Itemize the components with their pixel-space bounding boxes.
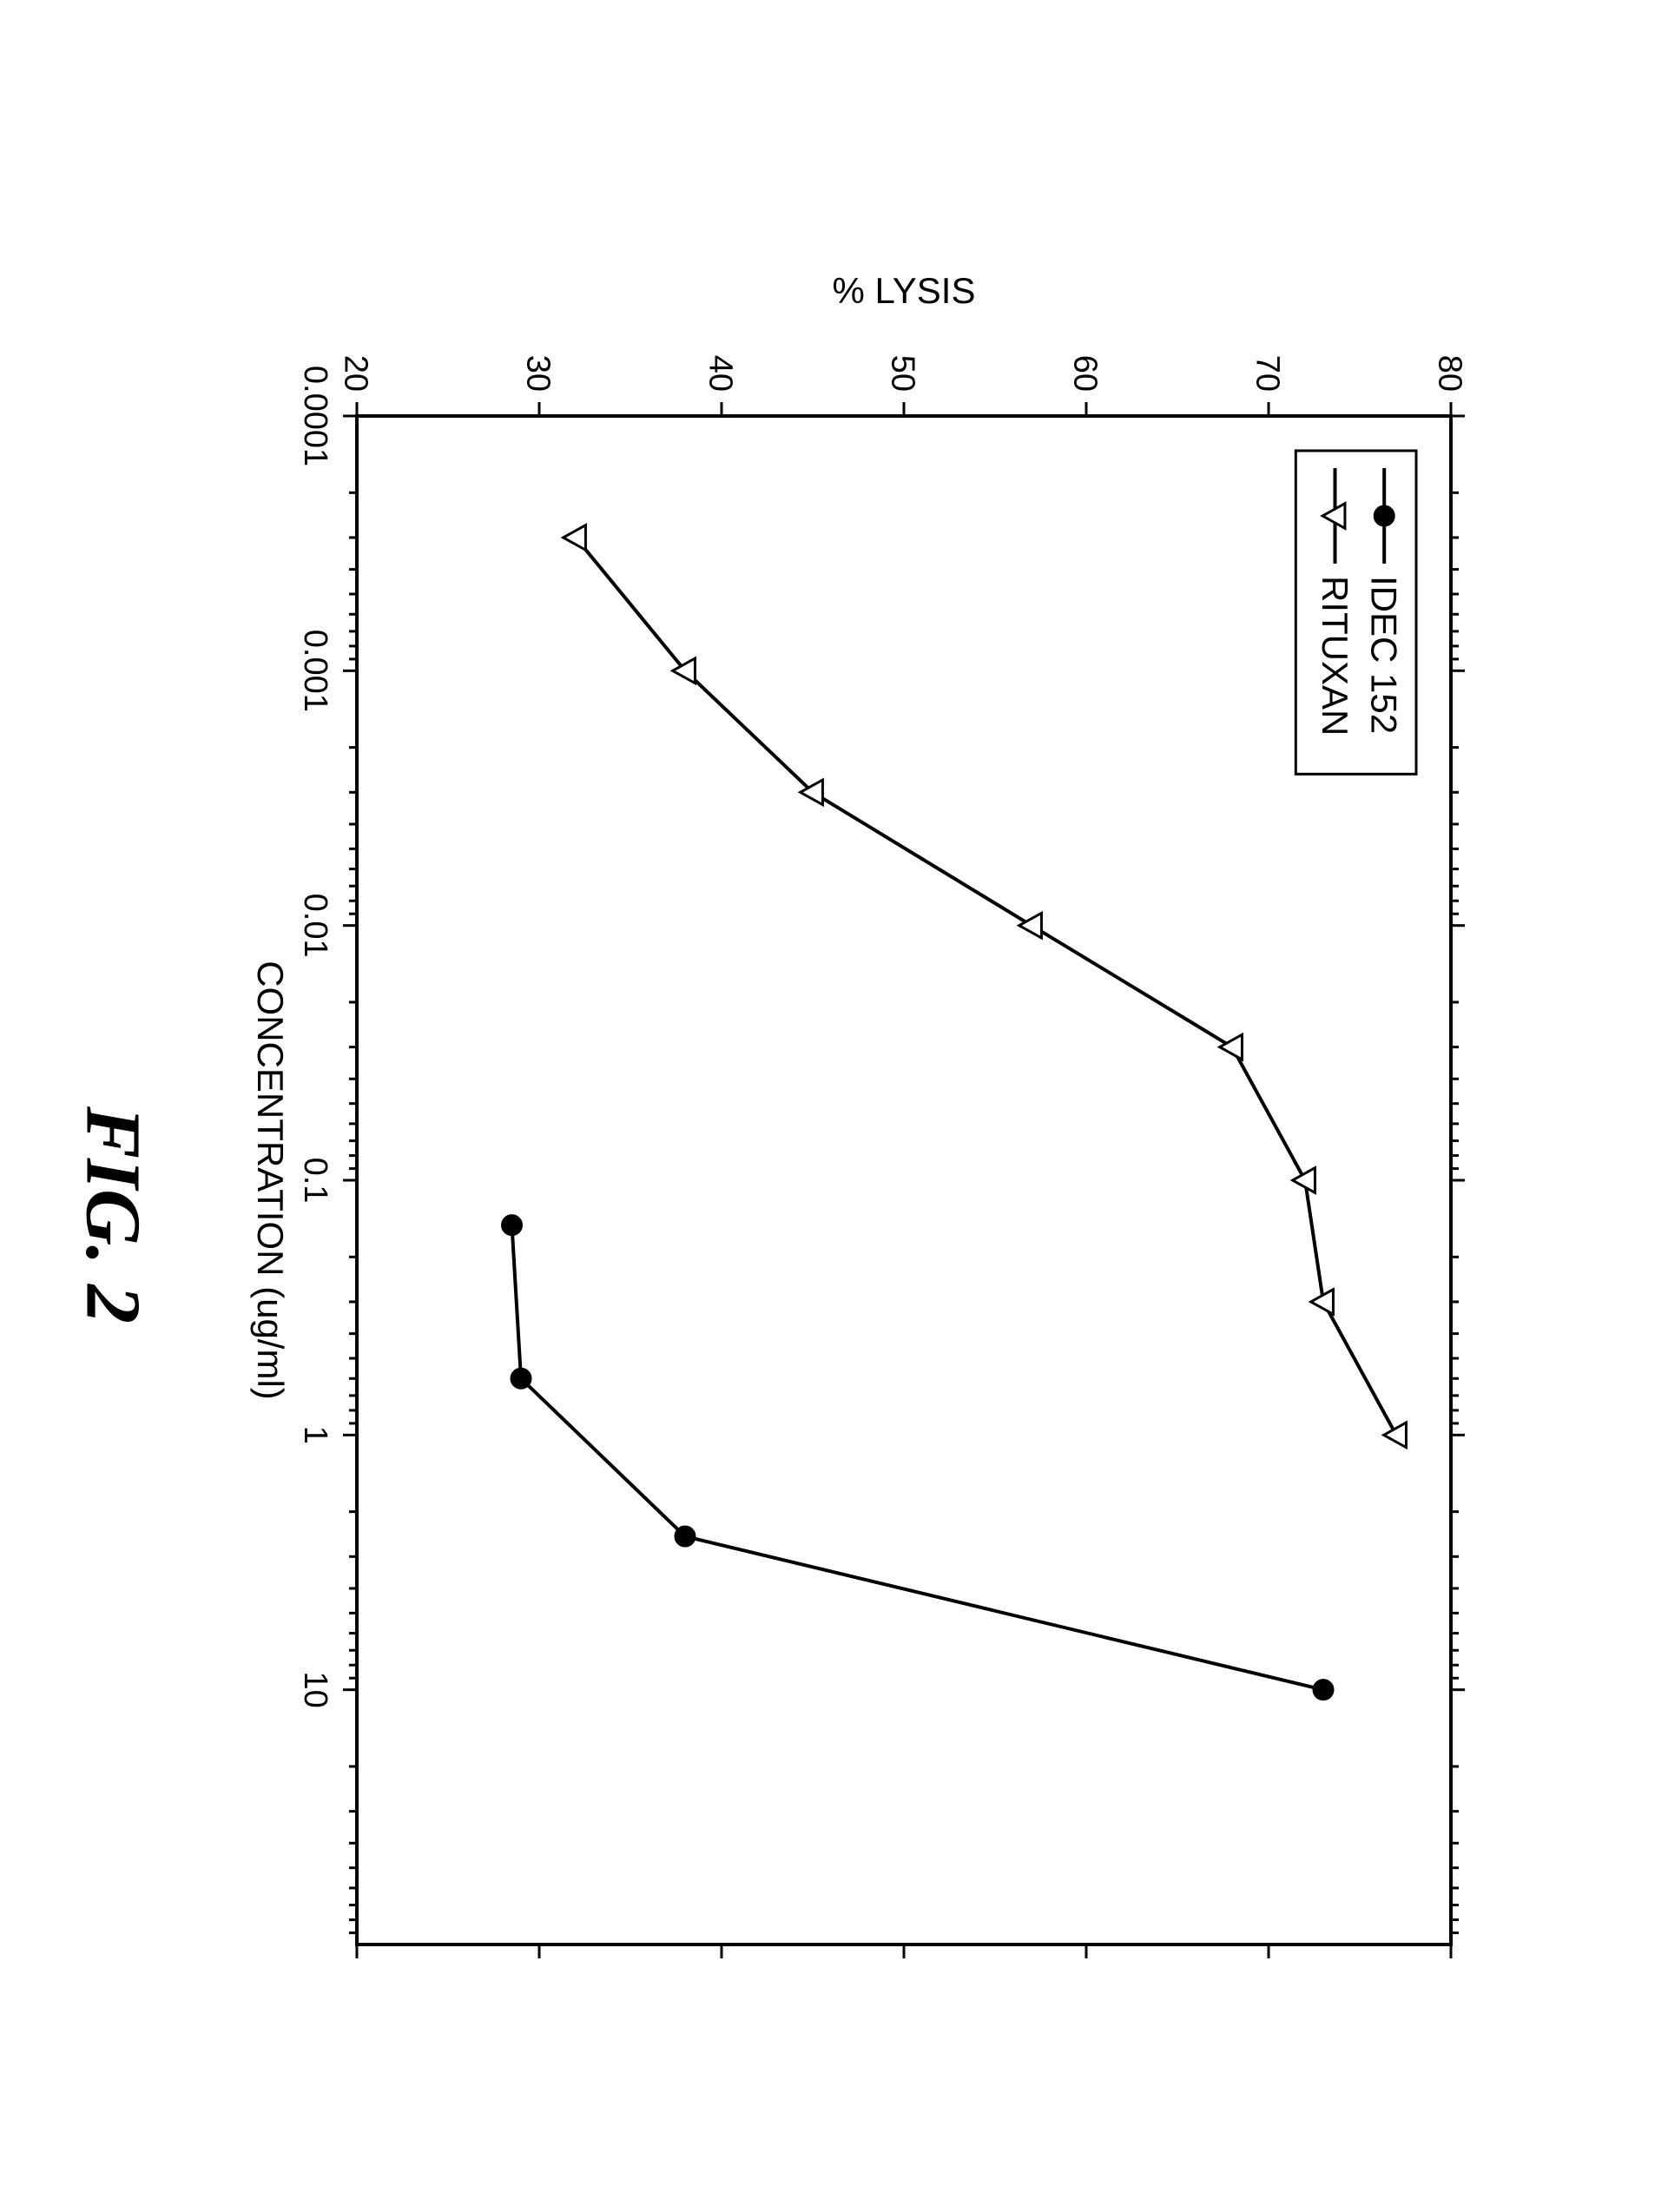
series-idec-152	[502, 1215, 1333, 1699]
svg-text:0.001: 0.001	[297, 629, 333, 711]
svg-text:0.01: 0.01	[297, 893, 333, 957]
svg-text:0.0001: 0.0001	[297, 365, 333, 466]
svg-text:RITUXAN: RITUXAN	[1314, 576, 1355, 736]
figure-caption: FIG. 2	[69, 1106, 158, 1324]
svg-text:IDEC 152: IDEC 152	[1363, 576, 1404, 734]
svg-text:CONCENTRATION (ug/ml): CONCENTRATION (ug/ml)	[250, 961, 291, 1400]
svg-text:0.1: 0.1	[297, 1157, 333, 1203]
svg-text:70: 70	[1249, 354, 1285, 391]
svg-text:20: 20	[337, 354, 373, 391]
svg-text:1: 1	[297, 1425, 333, 1443]
page: 0.0001 0.001 0.01 0.1 1 10 20 30 40 50 60 70 80 CONCE…	[0, 0, 1668, 2212]
legend: IDEC 152RITUXAN	[1296, 451, 1416, 774]
svg-text:60: 60	[1066, 354, 1103, 391]
svg-text:30: 30	[519, 354, 556, 391]
lysis-vs-concentration-chart: 0.0001 0.001 0.01 0.1 1 10 20 30 40 50 60 70 80 CONCE…	[183, 216, 1486, 1997]
svg-text:40: 40	[702, 354, 738, 391]
chart-rotated-container: 0.0001 0.001 0.01 0.1 1 10 20 30 40 50 60 70 80 CONCE…	[183, 216, 1486, 1997]
svg-text:80: 80	[1431, 354, 1467, 391]
svg-text:50: 50	[884, 354, 920, 391]
svg-text:10: 10	[297, 1671, 333, 1707]
series-rituxan	[563, 525, 1406, 1447]
svg-text:% LYSIS: % LYSIS	[832, 270, 975, 311]
